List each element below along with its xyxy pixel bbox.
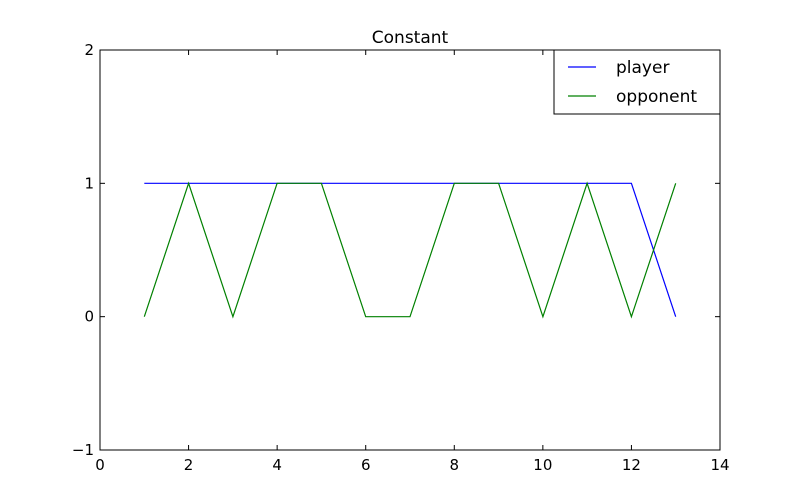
series-line-opponent xyxy=(143,181,677,319)
x-tick-label: 2 xyxy=(184,456,194,474)
y-tick-label: 0 xyxy=(84,308,94,326)
x-tick-label: 14 xyxy=(710,456,729,474)
y-tick-label: 2 xyxy=(84,41,94,59)
legend: player opponent xyxy=(553,49,721,115)
x-tick-label: 6 xyxy=(361,456,371,474)
y-tick-label: 1 xyxy=(84,174,94,192)
legend-box xyxy=(553,49,721,115)
legend-label-opponent: opponent xyxy=(616,87,697,107)
plot-frame xyxy=(99,49,721,451)
x-tick-label: 0 xyxy=(95,456,105,474)
x-tick-label: 8 xyxy=(450,456,460,474)
x-tick-label: 12 xyxy=(622,456,641,474)
y-tick-label: −1 xyxy=(72,441,94,459)
series-layer xyxy=(143,181,677,319)
x-tick-label: 4 xyxy=(272,456,282,474)
legend-label-player: player xyxy=(616,58,669,78)
series-line-player xyxy=(144,182,677,317)
chart-title: Constant xyxy=(372,28,449,48)
x-tick-label: 10 xyxy=(533,456,552,474)
